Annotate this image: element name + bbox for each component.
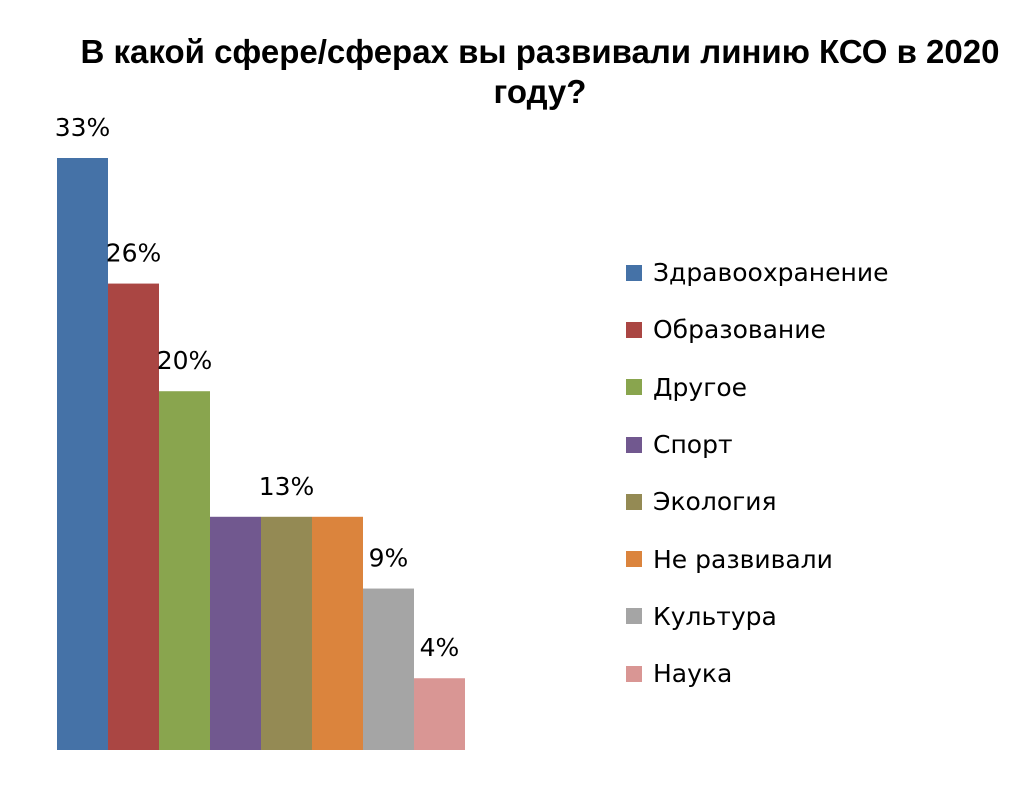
bar-4 [210,516,261,750]
legend-label: Другое [653,372,748,402]
legend-swatch [626,493,642,510]
data-label-1: 33% [55,113,111,142]
legend-item-3: Другое [626,359,889,416]
legend-item-4: Спорт [626,416,889,473]
data-label-3: 20% [157,346,213,375]
legend-item-2: Образование [626,301,889,358]
legend-item-5: Экология [626,473,889,530]
bar-1 [57,158,108,750]
bar-5 [261,516,312,750]
legend-item-7: Культура [626,588,889,645]
legend-label: Наука [653,659,733,689]
legend-item-6: Не развивали [626,530,889,587]
legend-item-1: Здравоохранение [626,244,889,301]
legend-label: Образование [653,315,826,345]
legend-swatch [626,264,642,281]
data-label-8: 4% [420,633,460,662]
legend-label: Не развивали [653,544,833,574]
legend-swatch [626,436,642,453]
legend-swatch [626,379,642,396]
bar-3 [159,391,210,750]
chart-title: В какой сфере/сферах вы развивали линию … [80,33,1000,110]
legend-swatch [626,665,642,682]
data-label-5: 13% [259,472,315,501]
legend-label: Экология [653,487,777,517]
bar-7 [363,588,414,750]
data-label-2: 26% [106,239,162,268]
legend-label: Культура [653,601,777,631]
data-label-7: 9% [369,544,409,573]
legend-label: Спорт [653,430,733,460]
legend-item-8: Наука [626,645,889,702]
legend-swatch [626,551,642,568]
bar-2 [108,283,159,750]
legend-swatch [626,321,642,338]
bar-8 [414,678,465,750]
chart-legend: Здравоохранение Образование Другое Спорт Эко… [626,244,889,702]
bar-6 [312,516,363,750]
legend-label: Здравоохранение [653,258,889,288]
legend-swatch [626,608,642,625]
